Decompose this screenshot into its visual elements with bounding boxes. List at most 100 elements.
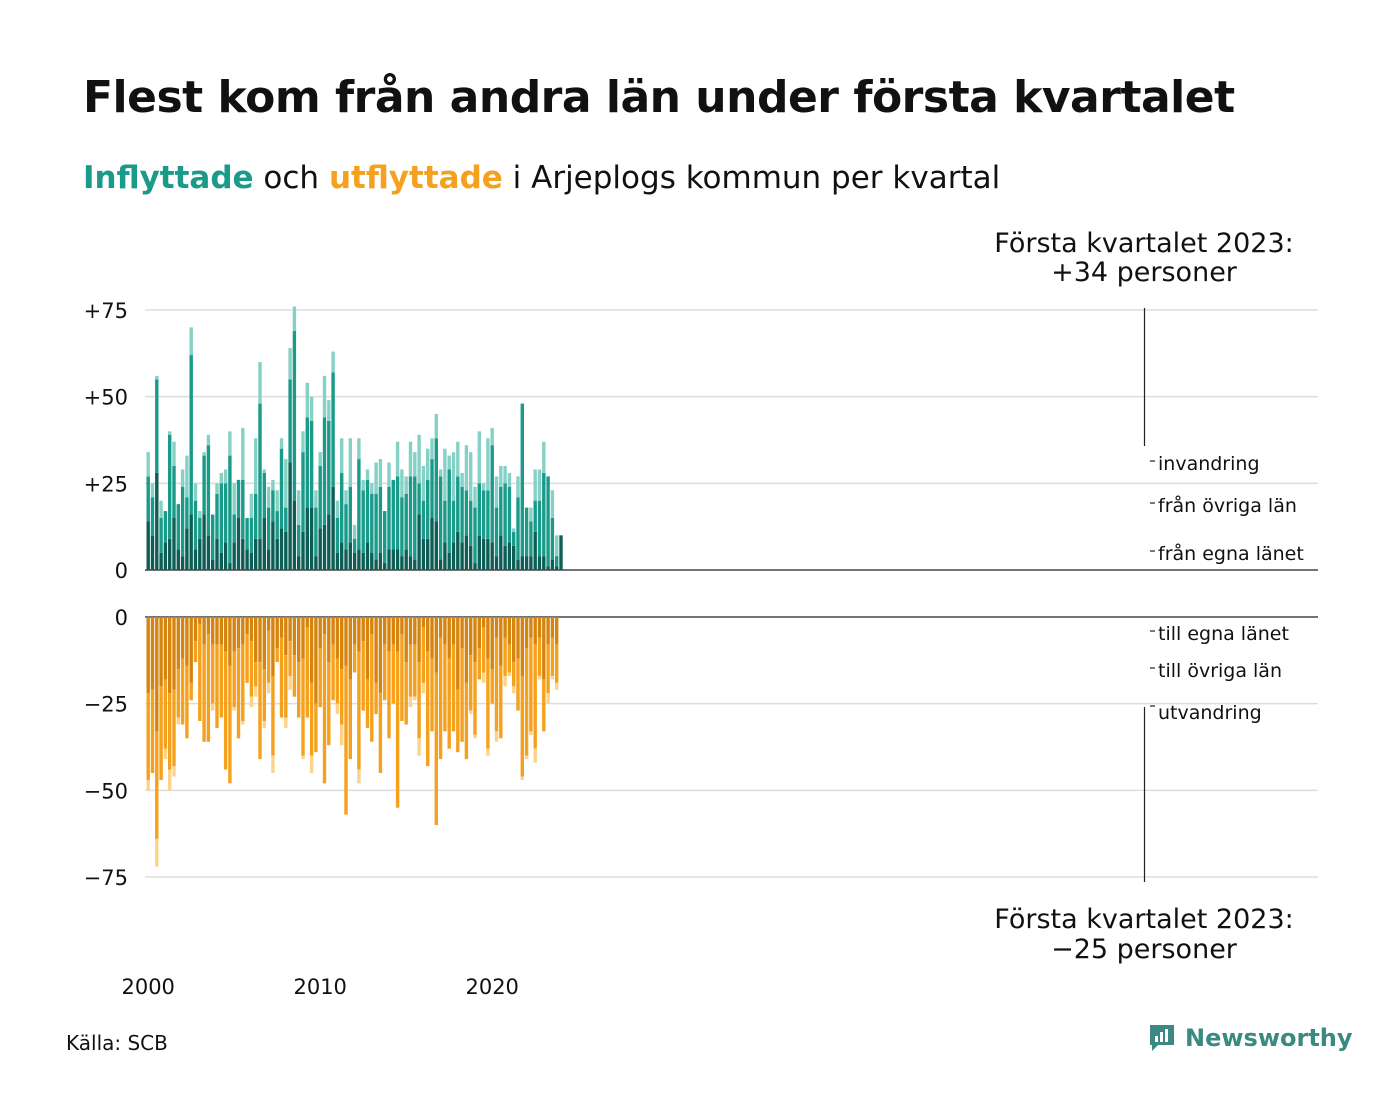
bar-fran-ovriga-lan <box>271 490 275 522</box>
legend-label: från egna länet <box>1158 542 1304 565</box>
bar-till-ovriga-lan <box>318 648 322 708</box>
bar-till-ovriga-lan <box>206 634 211 742</box>
bar-invandring <box>318 452 322 466</box>
bar-till-egna-lanet <box>434 617 438 673</box>
bar-invandring <box>550 490 555 518</box>
bar-till-ovriga-lan <box>477 648 481 680</box>
bar-fran-egna-lanet <box>322 524 327 570</box>
bar-fran-ovriga-lan <box>494 507 499 557</box>
bar-fran-egna-lanet <box>370 552 374 570</box>
bar-fran-ovriga-lan <box>391 479 395 550</box>
bar-fran-egna-lanet <box>155 472 159 570</box>
bar-fran-ovriga-lan <box>477 483 481 536</box>
bar-invandring <box>331 351 335 373</box>
bar-till-ovriga-lan <box>469 655 473 711</box>
bar-fran-ovriga-lan <box>241 479 245 539</box>
bar-fran-egna-lanet <box>262 518 266 570</box>
legend-label: utvandring <box>1158 702 1262 724</box>
bar-fran-egna-lanet <box>241 538 245 570</box>
bar-till-ovriga-lan <box>473 662 477 735</box>
bar-invandring <box>292 306 297 331</box>
bar-till-ovriga-lan <box>176 669 180 718</box>
bar-till-ovriga-lan <box>215 644 219 728</box>
x-tick-label: 2000 <box>121 975 174 999</box>
newsworthy-logo[interactable]: Newsworthy <box>1147 1022 1353 1054</box>
bar-fran-ovriga-lan <box>322 417 327 525</box>
bar-till-ovriga-lan <box>236 648 241 739</box>
bar-invandring <box>529 507 533 522</box>
bar-fran-ovriga-lan <box>486 490 490 539</box>
bar-invandring <box>198 511 202 518</box>
bar-fran-ovriga-lan <box>180 486 185 557</box>
bar-till-ovriga-lan <box>499 665 503 739</box>
bar-invandring <box>322 375 327 418</box>
bar-fran-ovriga-lan <box>219 483 223 553</box>
bar-fran-ovriga-lan <box>258 403 262 539</box>
bar-till-egna-lanet <box>168 617 172 694</box>
bar-fran-egna-lanet <box>516 559 520 570</box>
bar-invandring <box>185 455 189 498</box>
bar-fran-egna-lanet <box>421 538 426 570</box>
bar-till-ovriga-lan <box>464 682 469 760</box>
bar-till-egna-lanet <box>404 617 408 663</box>
bar-fran-egna-lanet <box>537 556 542 570</box>
bar-till-egna-lanet <box>361 617 365 642</box>
bar-till-ovriga-lan <box>490 669 494 704</box>
top-y-axis: 0 +25 +50 +75 <box>84 299 128 583</box>
legend-label: från övriga län <box>1158 494 1297 517</box>
bar-till-ovriga-lan <box>180 658 185 725</box>
bar-till-egna-lanet <box>374 617 378 683</box>
bar-till-egna-lanet <box>314 617 318 704</box>
bottom-y-axis: 0 −25 −50 −75 <box>84 606 128 890</box>
bar-till-egna-lanet <box>292 617 297 656</box>
chart-subtitle: Inflyttade och utflyttade i Arjeplogs ko… <box>83 160 1000 196</box>
bar-utvandring <box>266 682 271 694</box>
bar-fran-ovriga-lan <box>245 518 249 550</box>
bar-fran-egna-lanet <box>464 535 469 570</box>
bar-invandring <box>155 375 159 380</box>
bar-till-egna-lanet <box>241 617 245 645</box>
bar-fran-ovriga-lan <box>327 420 331 515</box>
bar-fran-ovriga-lan <box>456 476 460 532</box>
bar-utvandring <box>408 696 413 708</box>
bar-invandring <box>309 396 314 421</box>
bar-invandring <box>150 483 155 498</box>
bar-invandring <box>288 348 292 380</box>
bar-fran-egna-lanet <box>275 538 279 570</box>
bar-till-ovriga-lan <box>486 658 490 749</box>
bar-fran-egna-lanet <box>331 486 335 570</box>
bar-fran-egna-lanet <box>189 514 193 570</box>
bar-till-egna-lanet <box>451 617 456 645</box>
bar-fran-egna-lanet <box>193 549 198 570</box>
bar-fran-ovriga-lan <box>426 479 430 539</box>
bar-till-egna-lanet <box>340 617 344 669</box>
bar-utvandring <box>421 682 426 694</box>
bar-fran-ovriga-lan <box>146 476 150 522</box>
bar-fran-egna-lanet <box>305 507 309 570</box>
bar-till-egna-lanet <box>421 617 426 628</box>
bar-invandring <box>426 448 430 480</box>
bar-fran-ovriga-lan <box>318 466 322 529</box>
bar-fran-ovriga-lan <box>211 514 215 560</box>
bar-invandring <box>542 441 546 473</box>
bar-invandring <box>413 452 417 477</box>
bar-till-egna-lanet <box>180 617 185 659</box>
bar-fran-ovriga-lan <box>447 469 451 553</box>
bar-utvandring <box>211 703 215 711</box>
bar-fran-egna-lanet <box>284 531 288 570</box>
bar-fran-ovriga-lan <box>340 472 344 543</box>
bar-till-ovriga-lan <box>550 637 555 676</box>
bar-fran-ovriga-lan <box>464 490 469 536</box>
bar-till-ovriga-lan <box>503 637 507 676</box>
bar-invandring <box>507 472 512 487</box>
bar-till-egna-lanet <box>357 617 361 652</box>
bar-till-ovriga-lan <box>516 658 520 711</box>
bar-fran-egna-lanet <box>408 556 413 570</box>
bar-till-egna-lanet <box>378 617 383 694</box>
bar-invandring <box>438 469 443 477</box>
bar-fran-ovriga-lan <box>512 531 516 546</box>
bar-till-egna-lanet <box>309 617 314 683</box>
bar-fran-egna-lanet <box>309 507 314 570</box>
bar-till-egna-lanet <box>438 617 443 638</box>
bar-fran-ovriga-lan <box>404 493 408 550</box>
